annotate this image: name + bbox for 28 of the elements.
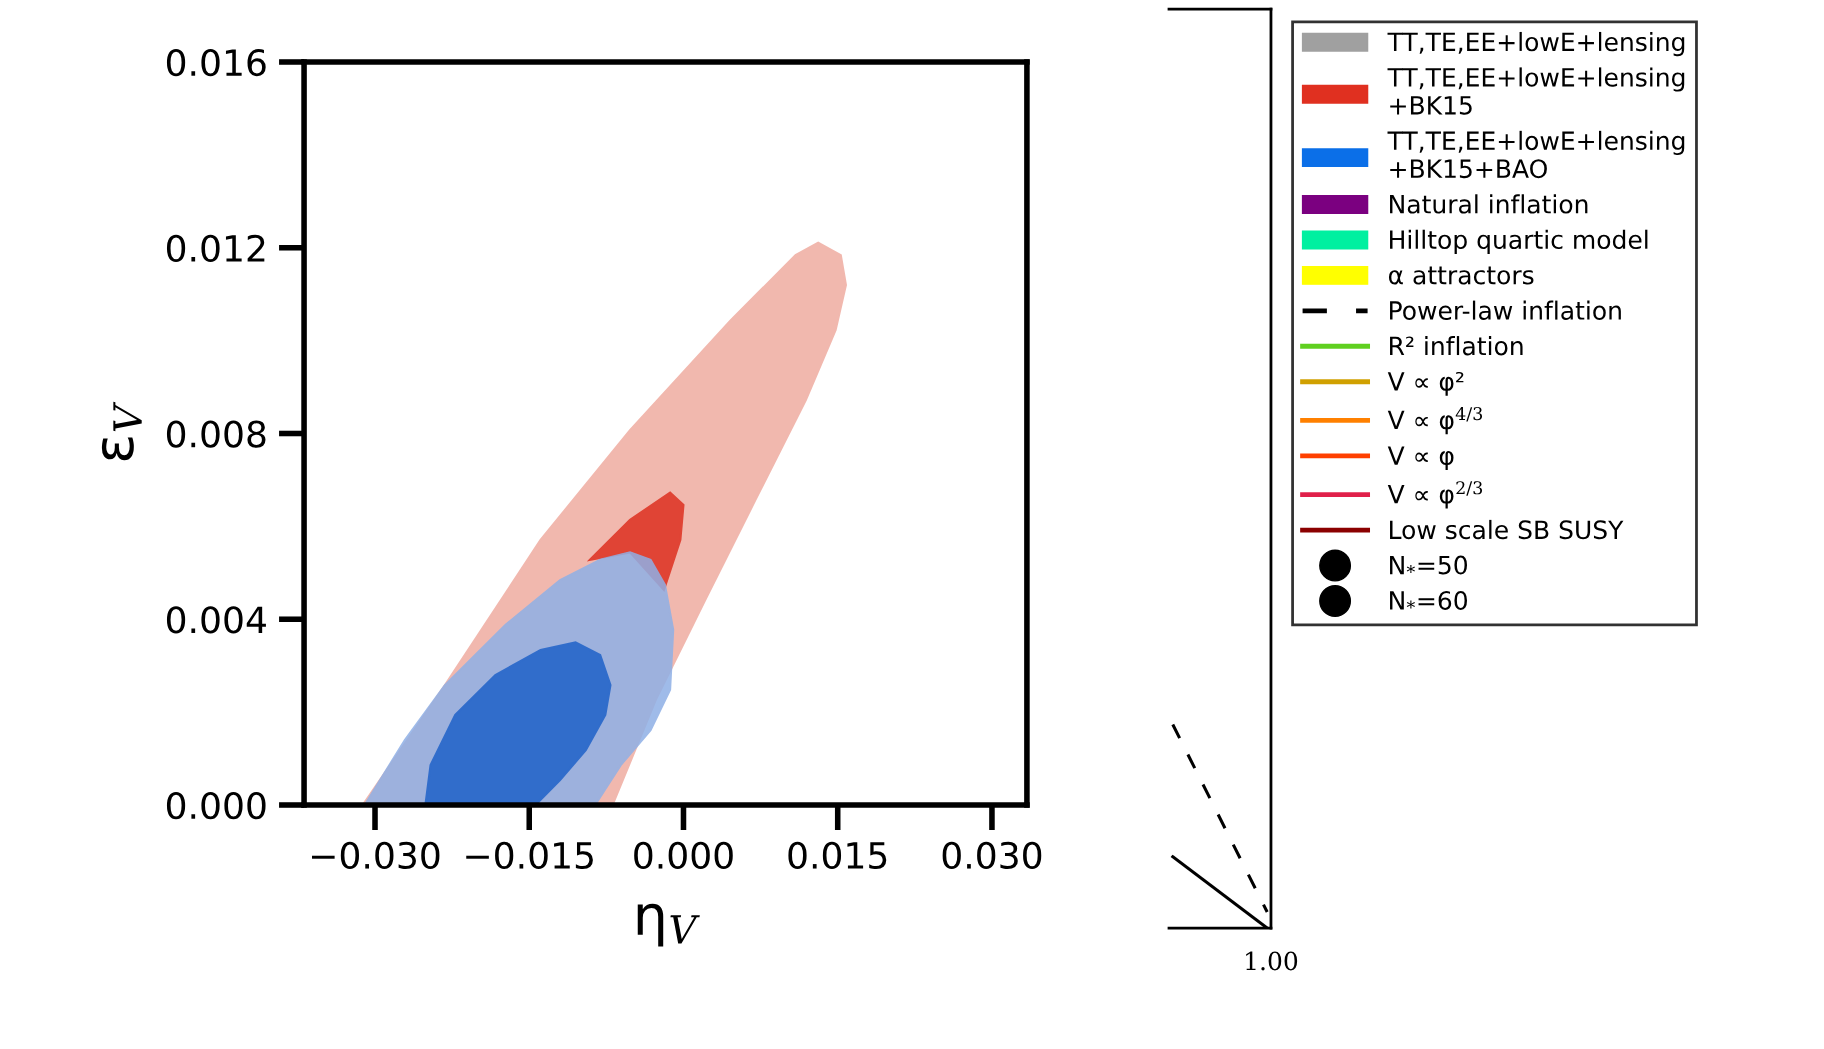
- legend-label: TT,TE,EE+lowE+lensing +BK15+BAO: [1387, 130, 1685, 179]
- legend-label: V ∝ φ$^{4/3}$: [1387, 406, 1483, 435]
- x-axis-title: η$_{V}$: [637, 903, 700, 947]
- y-tick-label: 0.012: [166, 234, 265, 262]
- y-tick-label: 0.016: [166, 48, 266, 77]
- x-tick-label: 0.000: [634, 841, 733, 870]
- y-tick-label: 0.008: [166, 420, 266, 448]
- legend-label: Natural inflation: [1390, 194, 1588, 214]
- legend-label: V ∝ φ²: [1387, 371, 1464, 396]
- text: 1.00: [1246, 951, 1298, 971]
- x-tick-label: 0.030: [942, 841, 1042, 870]
- x-tick-label: −0.015: [466, 841, 593, 870]
- y-tick-label: 0.000: [166, 791, 266, 820]
- legend-label: TT,TE,EE+lowE+lensing: [1387, 31, 1685, 57]
- y-axis-title: ε$_{V}$: [101, 401, 142, 461]
- legend-label: N$_{*}$=60: [1390, 591, 1468, 610]
- legend-label: N$_{*}$=50: [1390, 555, 1468, 575]
- x-tick-label: −0.030: [312, 841, 440, 870]
- legend-label: R² inflation: [1390, 336, 1523, 356]
- legend-label: TT,TE,EE+lowE+lensing +BK15: [1387, 67, 1685, 115]
- legend-label: V ∝ φ$^{2/3}$: [1387, 481, 1483, 509]
- y-tick-label: 0.004: [166, 606, 266, 634]
- x-tick-label: 0.015: [788, 841, 887, 870]
- legend-label: V ∝ φ: [1387, 446, 1454, 470]
- legend-label: Power-law inflation: [1390, 300, 1621, 320]
- legend-label: Low scale SB SUSY: [1390, 519, 1624, 540]
- legend-label: Hilltop quartic model: [1390, 229, 1648, 254]
- legend-label: α attractors: [1388, 266, 1534, 285]
